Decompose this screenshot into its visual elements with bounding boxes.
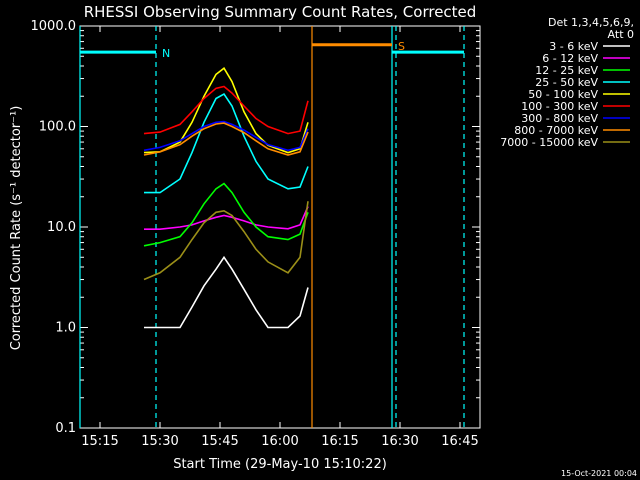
legend-label: 7000 - 15000 keV	[500, 136, 598, 149]
legend-header-line-1: Det 1,3,4,5,6,9,	[548, 16, 634, 29]
series-lines	[143, 67, 309, 329]
timestamp: 15-Oct-2021 00:04	[561, 469, 637, 478]
series-line	[143, 120, 309, 152]
y-tick-label: 100.0	[39, 120, 76, 135]
x-tick-label: 15:45	[201, 434, 238, 449]
x-tick-label: 15:15	[81, 434, 118, 449]
legend-label: 100 - 300 keV	[521, 100, 598, 113]
series-line	[144, 206, 309, 230]
state-label: N	[162, 47, 170, 60]
legend-label: 300 - 800 keV	[521, 112, 598, 125]
y-tick-label: 1.0	[55, 321, 76, 336]
x-tick-label: 15:30	[141, 434, 178, 449]
plot-border	[79, 25, 481, 429]
x-axis-label: Start Time (29-May-10 15:10:22)	[173, 457, 387, 472]
y-tick-label: 1000.0	[31, 19, 77, 34]
state-label: S	[398, 40, 405, 53]
series-line	[143, 85, 309, 135]
y-axis-label: Corrected Count Rate (s⁻¹ detector⁻¹)	[9, 106, 24, 351]
series-line	[143, 67, 309, 154]
legend-label: 12 - 25 keV	[535, 64, 598, 77]
x-tick-label: 16:45	[441, 434, 478, 449]
series-line	[144, 93, 309, 194]
series-line	[144, 255, 309, 329]
x-axis: 15:15 15:30 15:45 16:00 16:15 16:30 16:45	[81, 26, 479, 449]
series-line	[143, 122, 309, 156]
legend-header-line-2: Att 0	[608, 28, 634, 41]
series-line	[143, 182, 309, 247]
series-line	[143, 201, 309, 281]
y-tick-label: 0.1	[55, 421, 76, 436]
legend-label: 50 - 100 keV	[528, 88, 598, 101]
state-markers: NS	[79, 26, 465, 428]
x-tick-label: 16:00	[261, 434, 298, 449]
x-tick-label: 16:30	[381, 434, 418, 449]
legend-header: Det 1,3,4,5,6,9, Att 0	[548, 16, 634, 41]
chart-title: RHESSI Observing Summary Count Rates, Co…	[84, 3, 477, 21]
legend-label: 6 - 12 keV	[542, 52, 598, 65]
legend-label: 25 - 50 keV	[535, 76, 598, 89]
y-axis: 0.1 1.0 10.0 100.0 1000.0	[31, 19, 480, 436]
x-tick-label: 16:15	[321, 434, 358, 449]
y-tick-label: 10.0	[47, 220, 76, 235]
plot-frame	[79, 25, 481, 429]
legend-label: 800 - 7000 keV	[514, 124, 598, 137]
legend-label: 3 - 6 keV	[549, 40, 598, 53]
